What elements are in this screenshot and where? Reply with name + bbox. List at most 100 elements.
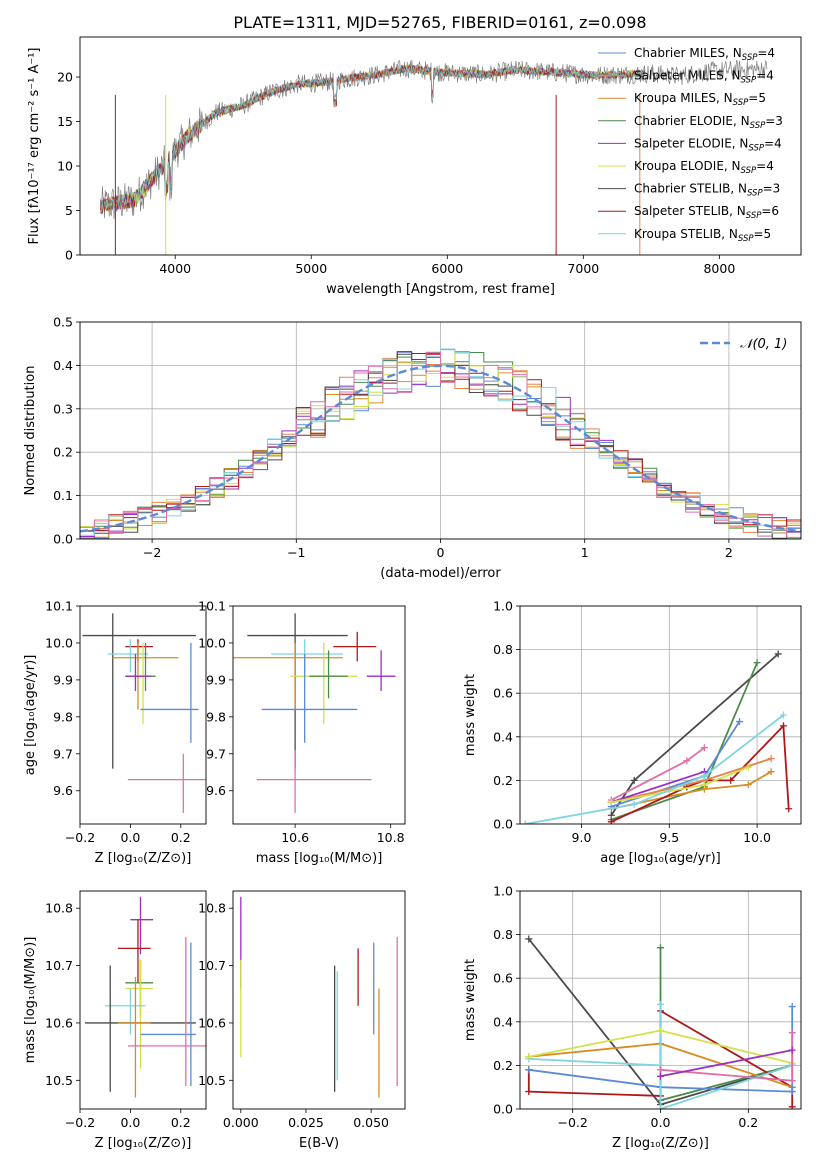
- y-tick-label: 0: [65, 248, 73, 263]
- plot-area: [82, 613, 206, 813]
- y-tick-label: 10.0: [198, 635, 226, 650]
- x-tick-label: 9.0: [572, 830, 592, 845]
- legend: Chabrier MILES, NSSP=4 Salpeter MILES, NS…: [598, 46, 783, 244]
- y-tick-label: 15: [57, 114, 73, 129]
- y-axis-label: Normed distribution: [23, 366, 38, 496]
- weight-marker: [779, 722, 787, 730]
- weight-line: [660, 1032, 794, 1082]
- panel-mass_vs_Z: −0.2 0.0 0.2 10.5 10.6 10.7 10.8 Z [log₁₀(Z/Z⊙)…: [23, 890, 207, 1151]
- panel-residuals: −2 −1 0 1 2 0.0 0.1 0.2 0.3 0.4 0.5 (data-model)/er…: [23, 315, 802, 581]
- x-tick-label: 0.0: [651, 1115, 671, 1130]
- weight-marker: [753, 659, 761, 667]
- y-tick-label: 10: [57, 159, 73, 174]
- y-tick-label: 9.7: [53, 746, 73, 761]
- weight-marker: [779, 711, 787, 719]
- weight-line: [525, 714, 784, 824]
- weight-marker: [683, 757, 691, 765]
- x-tick-label: 5000: [295, 261, 327, 276]
- weight-marker: [774, 650, 782, 658]
- model-spectrum: [100, 64, 645, 214]
- y-tick-label: 0.5: [53, 315, 73, 330]
- legend-label: Kroupa STELIB, NSSP=5: [634, 227, 771, 244]
- y-tick-label: 0.0: [493, 817, 513, 832]
- figure-title: PLATE=1311, MJD=52765, FIBERID=0161, z=0…: [233, 13, 646, 32]
- y-axis-label: mass weight: [463, 674, 478, 756]
- weight-line: [611, 770, 705, 804]
- x-tick-label: 4000: [159, 261, 191, 276]
- panel-weight_vs_age: 9.0 9.5 10.0 0.0 0.2 0.4 0.6 0.8 1.0 age [log₁₀(a…: [463, 599, 802, 866]
- y-tick-label: 9.7: [206, 746, 226, 761]
- axes-frame: [519, 890, 802, 1110]
- y-tick-label: 0.0: [53, 532, 73, 547]
- weight-marker: [525, 935, 533, 943]
- x-axis-label: E(B-V): [299, 1136, 339, 1151]
- axes-frame: [79, 605, 207, 825]
- x-tick-label: −0.2: [558, 1115, 588, 1130]
- x-axis-label: Z [log₁₀(Z/Z⊙)]: [612, 1136, 709, 1151]
- weight-marker: [788, 1088, 796, 1096]
- weight-marker: [788, 1103, 796, 1109]
- x-tick-label: −0.2: [65, 1115, 95, 1130]
- x-tick-label: 0.2: [171, 830, 191, 845]
- legend-label: Salpeter ELODIE, NSSP=4: [634, 136, 782, 153]
- y-axis-label: age [log₁₀(age/yr)]: [23, 655, 38, 776]
- y-tick-label: 5: [65, 203, 73, 218]
- x-axis-label: wavelength [Angstrom, rest frame]: [326, 282, 555, 297]
- plot-area: [233, 613, 396, 813]
- weight-marker: [744, 781, 752, 789]
- panel-weight_vs_Z: −0.2 0.0 0.2 0.0 0.2 0.4 0.6 0.8 1.0 Z [log₁₀(Z/Z…: [463, 884, 802, 1151]
- plot-area: [240, 896, 398, 1098]
- y-tick-label: 9.9: [53, 672, 73, 687]
- x-tick-label: 1: [581, 545, 589, 560]
- x-axis-label: Z [log₁₀(Z/Z⊙)]: [95, 851, 192, 866]
- y-tick-label: 0.6: [493, 971, 513, 986]
- y-tick-label: 10.1: [198, 599, 226, 614]
- plot-area: [85, 896, 206, 1098]
- legend-label: Salpeter MILES, NSSP=4: [634, 69, 774, 86]
- weight-marker: [657, 1072, 664, 1080]
- x-axis-label: age [log₁₀(age/yr)]: [600, 851, 721, 866]
- weight-marker: [630, 776, 638, 784]
- plot-area: [100, 59, 768, 255]
- weight-line: [611, 770, 772, 810]
- y-tick-label: 1.0: [493, 599, 513, 614]
- weight-marker: [525, 1088, 533, 1096]
- weight-line: [660, 1049, 793, 1078]
- y-tick-label: 9.9: [206, 672, 226, 687]
- legend-label: Chabrier MILES, NSSP=4: [634, 46, 775, 63]
- y-tick-label: 0.6: [493, 686, 513, 701]
- weight-marker: [767, 755, 775, 763]
- y-tick-label: 1.0: [493, 884, 513, 899]
- x-tick-label: −0.2: [65, 830, 95, 845]
- y-tick-label: 9.8: [53, 709, 73, 724]
- y-tick-label: 0.8: [493, 927, 513, 942]
- y-tick-label: 0.2: [493, 773, 513, 788]
- y-tick-label: 0.1: [53, 488, 73, 503]
- weight-marker: [788, 1046, 796, 1054]
- weight-marker: [630, 800, 638, 808]
- y-tick-label: 0.3: [53, 401, 73, 416]
- weight-marker: [727, 776, 735, 784]
- weight-marker: [607, 818, 615, 824]
- y-tick-label: 0.8: [493, 642, 513, 657]
- x-tick-label: 8000: [703, 261, 735, 276]
- weight-marker: [767, 768, 775, 776]
- axes-frame: [79, 321, 802, 540]
- x-tick-label: 10.0: [743, 830, 771, 845]
- axes-frame: [79, 36, 802, 256]
- legend-label: Kroupa MILES, NSSP=5: [634, 91, 766, 108]
- residual-histogram: [80, 351, 801, 538]
- y-tick-label: 10.7: [45, 958, 73, 973]
- y-tick-label: 9.6: [53, 783, 73, 798]
- weight-marker: [700, 781, 708, 789]
- y-tick-label: 10.8: [45, 901, 73, 916]
- weight-marker: [700, 744, 708, 752]
- y-tick-label: 20: [57, 70, 73, 85]
- y-tick-label: 10.0: [45, 635, 73, 650]
- weight-marker: [607, 798, 615, 806]
- axes-frame: [232, 890, 406, 1110]
- y-axis-label: Flux [fλ10⁻¹⁷ erg cm⁻² s⁻¹ A⁻¹]: [27, 48, 42, 245]
- x-tick-label: 0.0: [120, 830, 140, 845]
- x-tick-label: 7000: [567, 261, 599, 276]
- weight-marker: [657, 1105, 664, 1109]
